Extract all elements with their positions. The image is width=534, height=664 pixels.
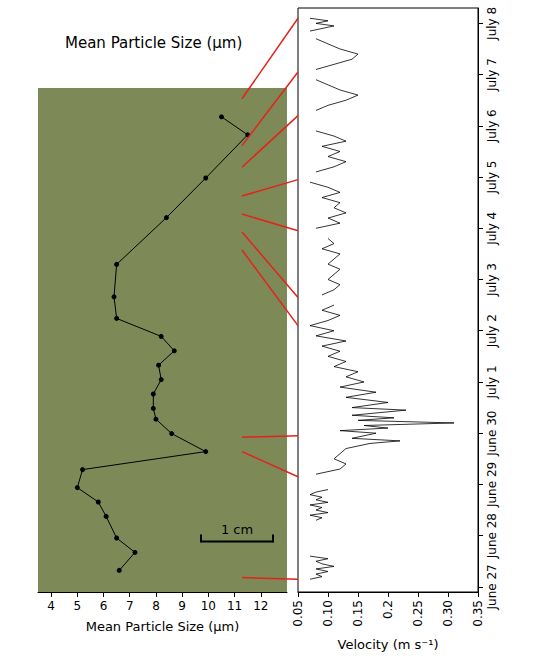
svg-text:July 1: July 1 (485, 365, 499, 399)
svg-text:9: 9 (178, 599, 186, 613)
svg-text:June 29: June 29 (485, 462, 499, 508)
svg-text:6: 6 (100, 599, 108, 613)
svg-text:Mean Particle Size (µm): Mean Particle Size (µm) (86, 619, 240, 634)
svg-text:July 2: July 2 (485, 314, 499, 348)
svg-text:June 30: June 30 (485, 411, 499, 457)
svg-text:10: 10 (201, 599, 216, 613)
svg-text:July 7: July 7 (485, 58, 499, 92)
svg-text:July 8: July 8 (485, 7, 499, 41)
svg-text:7: 7 (126, 599, 134, 613)
svg-text:11: 11 (227, 599, 242, 613)
svg-text:0.30: 0.30 (441, 600, 455, 627)
svg-text:8: 8 (152, 599, 160, 613)
svg-text:0.10: 0.10 (321, 600, 335, 627)
svg-text:July 6: July 6 (485, 109, 499, 143)
svg-text:0.15: 0.15 (351, 600, 365, 627)
svg-text:0.05: 0.05 (291, 600, 305, 627)
svg-text:4: 4 (47, 599, 55, 613)
svg-text:June 27: June 27 (485, 564, 499, 610)
svg-text:Mean Particle Size (µm): Mean Particle Size (µm) (65, 34, 242, 52)
svg-text:5: 5 (73, 599, 81, 613)
svg-text:0.35: 0.35 (471, 600, 485, 627)
svg-text:0.2: 0.2 (381, 600, 395, 619)
svg-text:July 5: July 5 (485, 161, 499, 195)
svg-text:1 cm: 1 cm (221, 522, 253, 537)
svg-text:12: 12 (253, 599, 268, 613)
svg-text:June 28: June 28 (485, 513, 499, 559)
svg-text:July 3: July 3 (485, 263, 499, 297)
svg-text:Velocity (m s⁻¹): Velocity (m s⁻¹) (338, 637, 439, 652)
svg-text:July 4: July 4 (485, 212, 499, 246)
svg-text:0.25: 0.25 (411, 600, 425, 627)
